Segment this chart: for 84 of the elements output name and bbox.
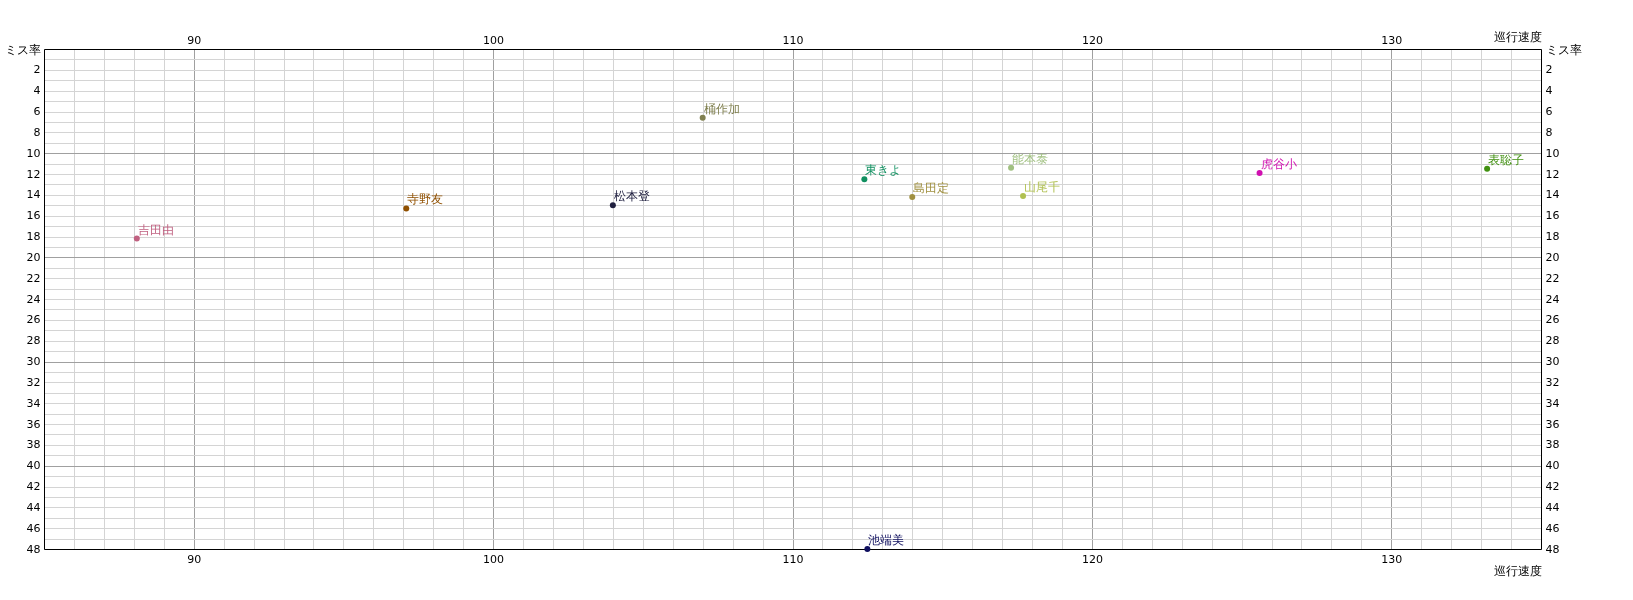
point xyxy=(609,202,616,209)
series-label: 表聡子 xyxy=(1488,152,1525,167)
x2-tick-label: 90 xyxy=(187,33,202,47)
y2-tick-label: 18 xyxy=(1545,230,1560,243)
point xyxy=(864,546,871,552)
y-tick-label: 32 xyxy=(26,375,41,389)
y2-tick-label: 26 xyxy=(1545,313,1560,327)
y2-tick-label: 10 xyxy=(1545,146,1560,160)
point xyxy=(699,114,706,121)
series-label: 能本泰 xyxy=(1012,151,1049,166)
series-label: 山尾千 xyxy=(1024,179,1061,194)
series-label: 松本登 xyxy=(613,189,650,204)
x2-axis-title: 巡行速度 xyxy=(1493,29,1542,44)
y-axis-title: ミス率 xyxy=(4,42,41,57)
y-tick-label: 18 xyxy=(26,230,41,243)
y2-tick-label: 16 xyxy=(1545,209,1560,223)
point xyxy=(403,205,410,212)
y-tick-label: 4 xyxy=(33,84,41,98)
x-tick-label: 130 xyxy=(1381,552,1403,566)
y2-tick-label: 4 xyxy=(1545,84,1553,98)
y2-tick-label: 42 xyxy=(1545,480,1560,493)
y-tick-label: 8 xyxy=(33,125,41,139)
y-tick-label: 44 xyxy=(26,500,41,514)
series-label: 寺野友 xyxy=(407,192,444,207)
x-tick-label: 120 xyxy=(1081,552,1103,566)
y2-tick-label: 12 xyxy=(1545,167,1560,181)
point xyxy=(133,235,140,242)
x2-tick-label: 130 xyxy=(1381,33,1403,47)
y-tick-label: 12 xyxy=(26,167,41,181)
y-tick-label: 46 xyxy=(26,521,41,535)
y-tick-label: 14 xyxy=(26,188,41,202)
y2-tick-label: 46 xyxy=(1545,521,1560,535)
y2-tick-label: 32 xyxy=(1545,375,1560,389)
x-axis-title: 巡行速度 xyxy=(1493,563,1542,578)
y-tick-label: 16 xyxy=(26,209,41,223)
point xyxy=(1008,164,1015,171)
y2-tick-label: 40 xyxy=(1545,459,1560,473)
point xyxy=(1256,169,1263,176)
x2-tick-label: 100 xyxy=(483,33,505,47)
y-tick-label: 28 xyxy=(26,334,41,348)
x2-tick-label: 120 xyxy=(1081,33,1103,47)
y2-tick-label: 2 xyxy=(1545,63,1553,77)
y-tick-label: 24 xyxy=(26,292,41,306)
y-tick-label: 38 xyxy=(26,438,41,452)
series-label: 東きよ xyxy=(865,163,902,178)
y-tick-label: 30 xyxy=(26,355,41,368)
y2-tick-label: 24 xyxy=(1545,292,1560,306)
y2-tick-label: 14 xyxy=(1545,188,1560,202)
y-tick-label: 6 xyxy=(33,105,41,118)
series-label: 島田定 xyxy=(913,180,950,195)
x-tick-label: 100 xyxy=(483,552,505,566)
y-tick-label: 40 xyxy=(26,459,41,473)
x-tick-label: 110 xyxy=(782,552,804,566)
y2-tick-label: 20 xyxy=(1545,250,1560,264)
y2-tick-label: 38 xyxy=(1545,438,1560,452)
y2-tick-label: 48 xyxy=(1545,542,1560,556)
series-label: 池端美 xyxy=(868,533,905,547)
y-tick-label: 26 xyxy=(26,313,41,327)
y2-tick-label: 34 xyxy=(1545,396,1560,410)
y2-tick-label: 6 xyxy=(1545,105,1553,118)
y2-tick-label: 28 xyxy=(1545,334,1560,348)
y2-tick-label: 30 xyxy=(1545,355,1560,368)
y-tick-label: 36 xyxy=(26,417,41,431)
y2-tick-label: 8 xyxy=(1545,125,1553,139)
y-tick-label: 34 xyxy=(26,396,41,410)
y2-tick-label: 36 xyxy=(1545,417,1560,431)
y-tick-label: 48 xyxy=(26,542,41,556)
series-label: 桶作加 xyxy=(703,101,740,116)
series-label: 虎谷小 xyxy=(1260,156,1297,171)
y-tick-label: 10 xyxy=(26,146,41,160)
y-tick-label: 20 xyxy=(26,250,41,264)
y2-tick-label: 22 xyxy=(1545,271,1560,285)
y-tick-label: 2 xyxy=(33,63,41,77)
point xyxy=(861,176,868,183)
y-tick-label: 42 xyxy=(26,480,41,493)
y2-axis-title: ミス率 xyxy=(1545,42,1582,57)
point xyxy=(1484,165,1491,172)
x2-tick-label: 110 xyxy=(782,33,804,47)
point xyxy=(909,193,916,200)
series-label: 吉田由 xyxy=(137,222,174,237)
y-tick-label: 22 xyxy=(26,271,41,285)
y2-tick-label: 44 xyxy=(1545,500,1560,514)
x-tick-label: 90 xyxy=(187,552,202,566)
point xyxy=(1020,192,1027,199)
